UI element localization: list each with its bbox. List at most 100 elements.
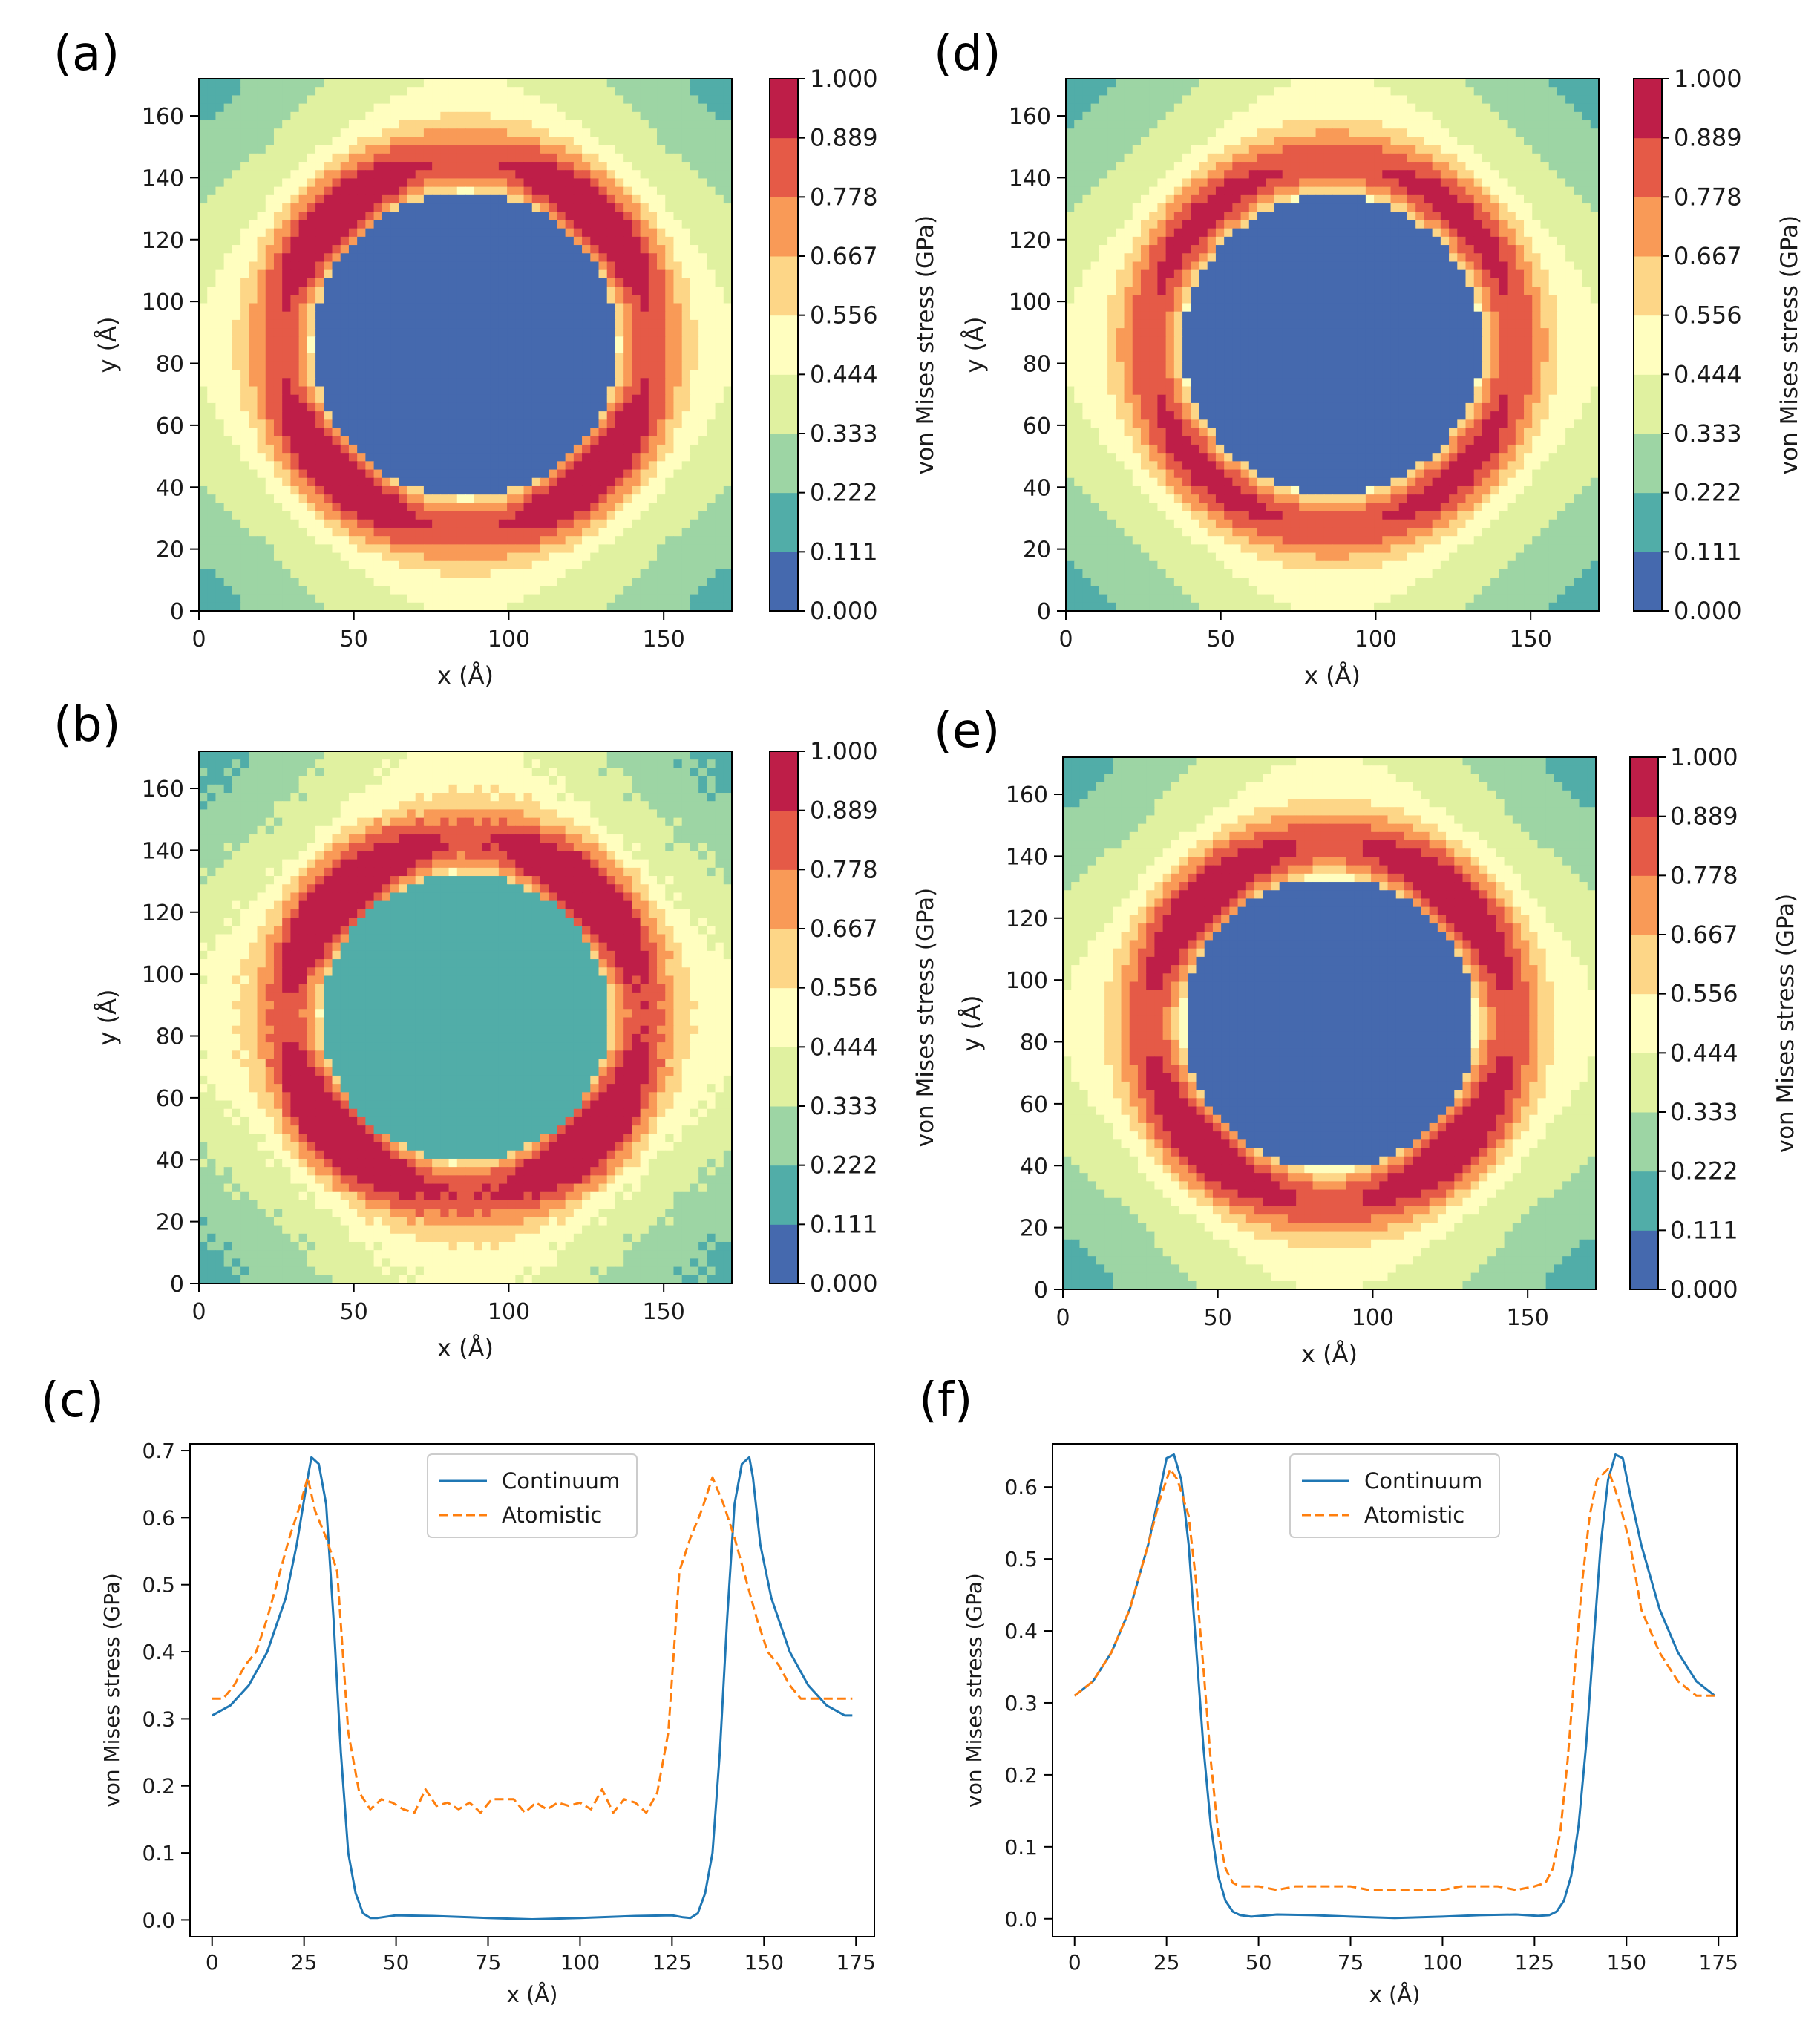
contour-cell [566, 470, 575, 479]
contour-cell [199, 461, 208, 470]
contour-cell [657, 436, 666, 445]
contour-cell [690, 328, 699, 337]
contour-cell [632, 187, 641, 196]
contour-cell [615, 776, 624, 785]
contour-cell [532, 387, 541, 396]
contour-cell [665, 128, 674, 137]
contour-cell [698, 809, 707, 818]
contour-cell [707, 586, 716, 595]
contour-cell [207, 759, 216, 768]
contour-cell [491, 759, 500, 768]
contour-cell [382, 378, 391, 387]
contour-cell [432, 212, 441, 220]
contour-cell [566, 170, 575, 179]
contour-cell [282, 843, 291, 851]
contour-cell [382, 95, 391, 104]
contour-cell [491, 328, 500, 337]
contour-cell [307, 759, 316, 768]
contour-cell [374, 826, 383, 835]
contour-cell [474, 569, 482, 578]
contour-cell [474, 843, 482, 851]
contour-cell [549, 436, 557, 445]
contour-cell [333, 95, 341, 104]
contour-cell [632, 785, 641, 794]
contour-cell [482, 544, 491, 553]
contour-cell [641, 387, 649, 396]
contour-cell [507, 154, 516, 163]
contour-cell [566, 378, 575, 387]
contour-cell [682, 826, 691, 835]
contour-cell [615, 87, 624, 96]
contour-cell [641, 395, 649, 404]
contour-cell [615, 428, 624, 437]
contour-cell [615, 801, 624, 810]
contour-cell [365, 445, 374, 454]
contour-cell [599, 195, 608, 204]
contour-cell [307, 312, 316, 321]
contour-cell [623, 303, 632, 312]
contour-cell [207, 843, 216, 851]
contour-cell [540, 295, 549, 304]
contour-cell [215, 178, 224, 187]
contour-cell [357, 520, 366, 529]
contour-cell [299, 195, 308, 204]
contour-cell [266, 470, 275, 479]
contour-cell [382, 145, 391, 154]
contour-cell [524, 145, 533, 154]
contour-cell [333, 411, 341, 420]
contour-cell [707, 478, 716, 487]
contour-cell [199, 445, 208, 454]
contour-cell [673, 178, 682, 187]
contour-cell [590, 751, 599, 760]
contour-cell [457, 187, 466, 196]
contour-cell [540, 87, 549, 96]
contour-cell [333, 486, 341, 495]
contour-cell [632, 370, 641, 379]
contour-cell [482, 528, 491, 537]
contour-cell [599, 511, 608, 520]
contour-cell [333, 478, 341, 487]
contour-cell [540, 104, 549, 113]
contour-cell [315, 553, 324, 562]
contour-cell [566, 768, 575, 776]
contour-cell [590, 154, 599, 163]
contour-cell [515, 137, 524, 145]
contour-cell [365, 411, 374, 420]
contour-cell [724, 843, 733, 851]
contour-cell [549, 411, 557, 420]
contour-cell [457, 162, 466, 171]
contour-cell [549, 751, 557, 760]
contour-cell [566, 270, 575, 279]
contour-cell [266, 578, 275, 586]
contour-cell [324, 403, 333, 412]
contour-cell [399, 470, 407, 479]
contour-cell [224, 387, 233, 396]
contour-cell [641, 303, 649, 312]
contour-cell [274, 145, 283, 154]
contour-cell [374, 154, 383, 163]
contour-cell [424, 370, 433, 379]
contour-cell [615, 128, 624, 137]
contour-cell [365, 834, 374, 843]
contour-cell [665, 503, 674, 511]
contour-cell [440, 237, 449, 246]
contour-cell [566, 603, 575, 612]
contour-cell [374, 586, 383, 595]
contour-cell [440, 170, 449, 179]
contour-cell [315, 751, 324, 760]
contour-cell [557, 595, 566, 604]
contour-cell [274, 336, 283, 345]
contour-cell [641, 220, 649, 229]
contour-cell [724, 387, 733, 396]
contour-cell [457, 112, 466, 121]
contour-cell [474, 511, 482, 520]
contour-cell [632, 851, 641, 860]
contour-cell [574, 112, 583, 121]
contour-cell [249, 461, 258, 470]
contour-cell [465, 320, 474, 329]
contour-cell [440, 768, 449, 776]
contour-cell [324, 569, 333, 578]
contour-cell [457, 154, 466, 163]
contour-cell [632, 229, 641, 238]
contour-cell [540, 751, 549, 760]
